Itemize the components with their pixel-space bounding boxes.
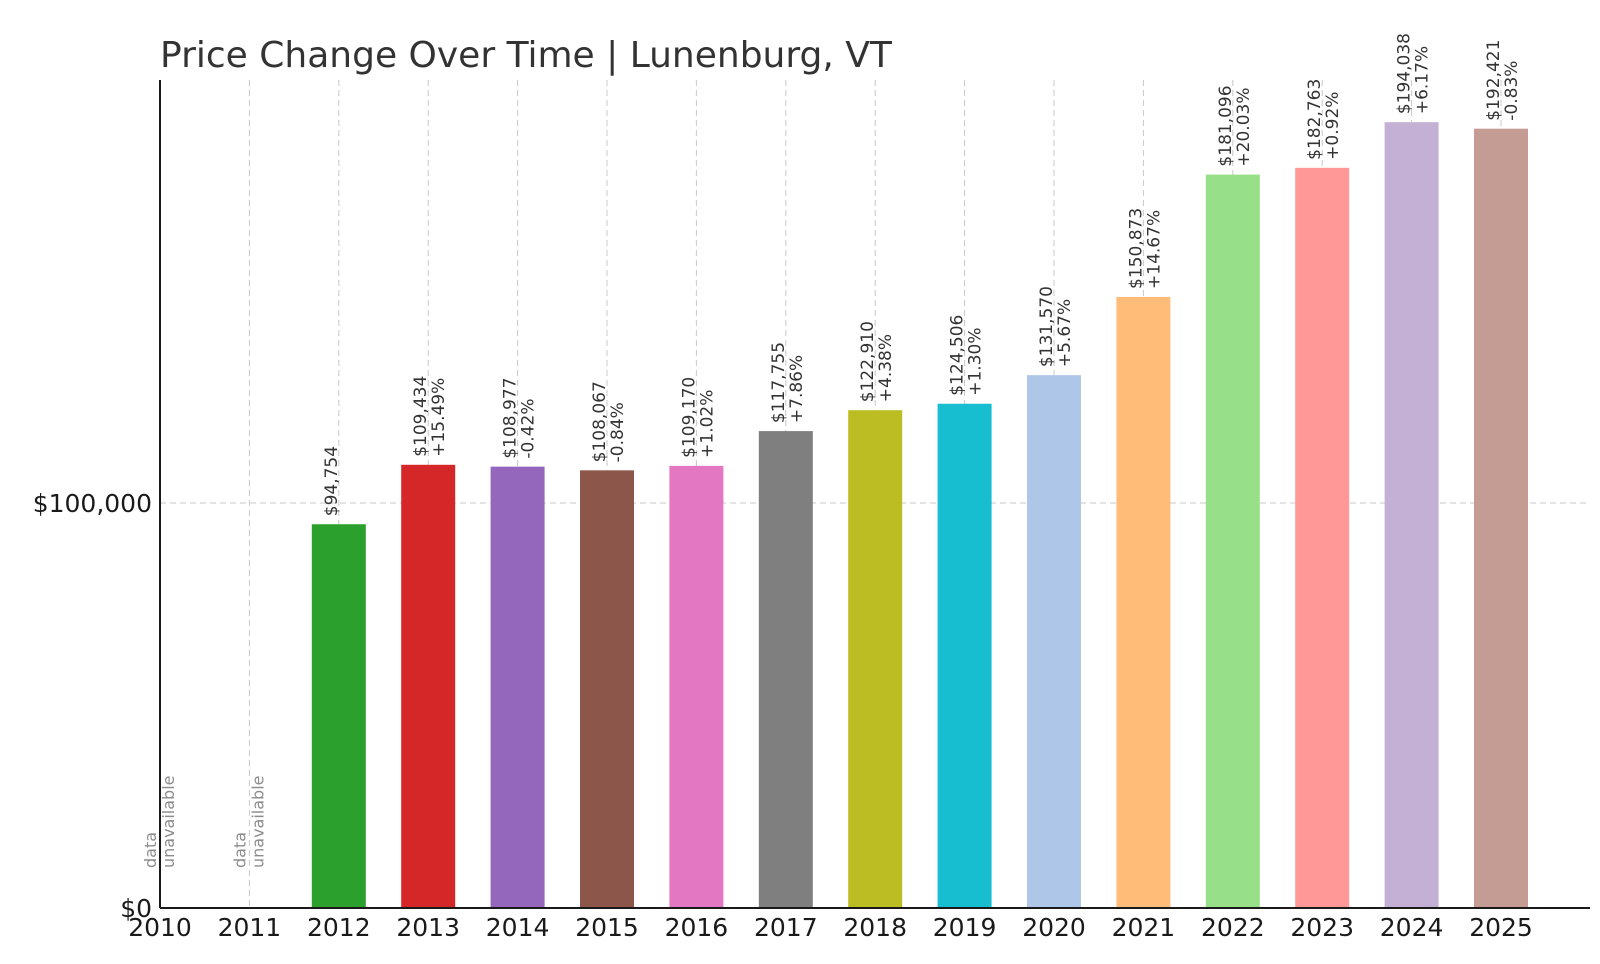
change-label: +14.67% xyxy=(1144,210,1164,289)
x-tick-label: 2015 xyxy=(575,913,639,942)
chart-title: Price Change Over Time | Lunenburg, VT xyxy=(160,35,893,76)
value-label: $109,170 xyxy=(679,377,699,458)
bar-2018 xyxy=(848,410,903,908)
bar-2019 xyxy=(937,403,992,908)
x-tick-label: 2018 xyxy=(843,913,907,942)
bar-2022 xyxy=(1205,174,1260,908)
y-tick-label: $0 xyxy=(120,894,152,923)
axis-ticks: $0 $100,000 2010 2011 2012 2013 2014 2015 2016 20… xyxy=(33,489,1533,942)
change-label: +5.67% xyxy=(1055,299,1075,367)
bar-2024 xyxy=(1384,122,1439,908)
unavailable-label: data xyxy=(141,832,160,868)
value-label: $108,067 xyxy=(590,381,610,462)
value-label: $192,421 xyxy=(1484,40,1504,121)
x-tick-label: 2014 xyxy=(486,913,550,942)
x-tick-label: 2013 xyxy=(396,913,460,942)
unavailable-label: data xyxy=(230,832,249,868)
bar-2015 xyxy=(580,470,634,908)
x-tick-label: 2011 xyxy=(218,913,282,942)
value-label: $194,038 xyxy=(1395,33,1415,114)
change-label: +15.49% xyxy=(429,378,449,457)
x-tick-label: 2024 xyxy=(1380,913,1444,942)
x-tick-label: 2025 xyxy=(1469,913,1533,942)
unavailable-label: unavailable xyxy=(159,776,178,869)
y-tick-label: $100,000 xyxy=(33,489,152,518)
bar-2017 xyxy=(758,431,813,908)
x-tick-label: 2019 xyxy=(933,913,997,942)
bar-2014 xyxy=(490,466,545,908)
change-label: +20.03% xyxy=(1234,87,1254,166)
x-tick-label: 2012 xyxy=(307,913,371,942)
x-tick-label: 2016 xyxy=(665,913,729,942)
change-label: +1.30% xyxy=(966,328,986,396)
value-label: $94,754 xyxy=(322,446,342,516)
change-label: +1.02% xyxy=(697,390,717,458)
bar-2012 xyxy=(311,524,366,908)
change-label: -0.42% xyxy=(519,399,539,459)
value-label: $122,910 xyxy=(858,321,878,402)
x-tick-label: 2020 xyxy=(1022,913,1086,942)
x-tick-label: 2022 xyxy=(1201,913,1265,942)
value-label: $181,096 xyxy=(1216,85,1236,166)
bar-2021 xyxy=(1116,296,1171,908)
change-label: +4.38% xyxy=(876,334,896,402)
value-label: $108,977 xyxy=(501,378,521,459)
change-label: +7.86% xyxy=(787,355,807,423)
x-tick-label: 2017 xyxy=(754,913,818,942)
bar-series xyxy=(311,122,1528,909)
value-label: $109,434 xyxy=(411,376,431,457)
value-label: $182,763 xyxy=(1305,79,1325,160)
data-labels: data unavailable data unavailable$94,754$10… xyxy=(141,33,1522,868)
change-label: +0.92% xyxy=(1323,92,1343,160)
value-label: $150,873 xyxy=(1126,208,1146,289)
value-label: $117,755 xyxy=(769,342,789,423)
bar-2016 xyxy=(669,465,724,908)
change-label: +6.17% xyxy=(1413,46,1433,114)
change-label: -0.84% xyxy=(608,402,628,462)
change-label: -0.83% xyxy=(1502,61,1522,121)
bar-2013 xyxy=(401,464,456,908)
value-label: $131,570 xyxy=(1037,286,1057,367)
x-tick-label: 2021 xyxy=(1112,913,1176,942)
bar-2020 xyxy=(1027,375,1081,909)
unavailable-label: unavailable xyxy=(248,776,267,869)
x-tick-label: 2023 xyxy=(1290,913,1354,942)
bar-2025 xyxy=(1474,128,1528,908)
value-label: $124,506 xyxy=(948,315,968,396)
x-tick-label: 2010 xyxy=(128,913,192,942)
bar-2023 xyxy=(1295,167,1350,909)
